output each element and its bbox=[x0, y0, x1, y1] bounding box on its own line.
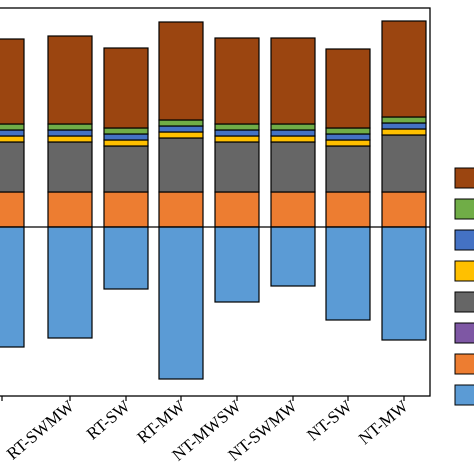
bar-segment-s_yellow-2 bbox=[103, 139, 149, 147]
bar-segment-s_lightblue-3 bbox=[158, 226, 204, 380]
bar-segment-s_yellow-4 bbox=[214, 135, 260, 143]
bar-segment-s_gray-5 bbox=[270, 141, 316, 193]
bar-segment-s_lightblue-5 bbox=[270, 226, 316, 287]
legend-swatch-s_gray bbox=[454, 291, 474, 313]
bar-segment-s_yellow-6 bbox=[325, 139, 371, 147]
bar-segment-s_green-6 bbox=[325, 127, 371, 135]
bar-segment-s_yellow-5 bbox=[270, 135, 316, 143]
bar-segment-s_green-1 bbox=[47, 123, 93, 131]
legend-swatch-s_lightblue bbox=[454, 384, 474, 406]
bar-segment-s_blue-7 bbox=[381, 122, 427, 130]
bar-segment-s_orange-3 bbox=[158, 191, 204, 228]
bar-segment-s_yellow-1 bbox=[47, 135, 93, 143]
bar-segment-s_lightblue-4 bbox=[214, 226, 260, 303]
bar-segment-s_blue-4 bbox=[214, 129, 260, 137]
bar-segment-s_lightblue-2 bbox=[103, 226, 149, 290]
bar-segment-s_gray-6 bbox=[325, 145, 371, 193]
plot-frame bbox=[0, 7, 431, 397]
bar-segment-s_orange-5 bbox=[270, 191, 316, 228]
bar-segment-s_blue-5 bbox=[270, 129, 316, 137]
bar-segment-s_gray-7 bbox=[381, 134, 427, 193]
bar-segment-s_green-3 bbox=[158, 119, 204, 127]
bar-segment-s_lightblue-0 bbox=[0, 226, 25, 348]
bar-segment-s_gray-4 bbox=[214, 141, 260, 193]
bar-segment-s_gray-1 bbox=[47, 141, 93, 193]
bar-segment-s_blue-6 bbox=[325, 133, 371, 141]
bar-segment-s_brown-3 bbox=[158, 21, 204, 121]
bar-segment-s_brown-5 bbox=[270, 37, 316, 125]
x-tick-label-6: NT-SW bbox=[303, 396, 356, 445]
bar-segment-s_orange-6 bbox=[325, 191, 371, 228]
bar-segment-s_yellow-0 bbox=[0, 135, 25, 143]
legend-swatch-s_blue bbox=[454, 229, 474, 251]
bar-segment-s_gray-0 bbox=[0, 141, 25, 193]
bars-group bbox=[0, 20, 427, 380]
bar-segment-s_brown-4 bbox=[214, 37, 260, 125]
bar-segment-s_orange-4 bbox=[214, 191, 260, 228]
bar-segment-s_brown-6 bbox=[325, 48, 371, 129]
bar-segment-s_green-4 bbox=[214, 123, 260, 131]
bar-segment-s_blue-0 bbox=[0, 129, 25, 137]
bar-segment-s_brown-2 bbox=[103, 47, 149, 129]
x-tick-label-2: RT-SW bbox=[83, 396, 134, 444]
bar-segment-s_orange-0 bbox=[0, 191, 25, 228]
bar-segment-s_green-2 bbox=[103, 127, 149, 135]
bar-segment-s_blue-1 bbox=[47, 129, 93, 137]
bar-segment-s_lightblue-6 bbox=[325, 226, 371, 321]
legend-swatch-s_purple bbox=[454, 322, 474, 344]
plot-border bbox=[0, 7, 431, 397]
bar-segment-s_yellow-3 bbox=[158, 131, 204, 139]
bar-segment-s_lightblue-7 bbox=[381, 226, 427, 341]
bar-segment-s_green-5 bbox=[270, 123, 316, 131]
x-tick-label-7: NT-MW bbox=[355, 396, 412, 448]
bar-segment-s_orange-2 bbox=[103, 191, 149, 228]
bar-segment-s_orange-1 bbox=[47, 191, 93, 228]
bar-segment-s_blue-2 bbox=[103, 133, 149, 141]
bar-segment-s_gray-2 bbox=[103, 145, 149, 193]
x-tick-label-1: RT-SWMW bbox=[3, 396, 78, 464]
bar-segment-s_yellow-7 bbox=[381, 128, 427, 136]
bar-segment-s_brown-1 bbox=[47, 35, 93, 125]
bar-segment-s_brown-0 bbox=[0, 38, 25, 125]
legend-swatch-s_brown bbox=[454, 167, 474, 189]
bar-segment-s_orange-7 bbox=[381, 191, 427, 228]
bar-segment-s_gray-3 bbox=[158, 137, 204, 193]
legend bbox=[454, 167, 474, 406]
bar-segment-s_green-0 bbox=[0, 123, 25, 131]
bar-segment-s_lightblue-1 bbox=[47, 226, 93, 339]
legend-swatch-s_yellow bbox=[454, 260, 474, 282]
bar-segment-s_blue-3 bbox=[158, 125, 204, 133]
bar-segment-s_green-7 bbox=[381, 116, 427, 124]
legend-swatch-s_orange bbox=[454, 353, 474, 375]
legend-swatch-s_green bbox=[454, 198, 474, 220]
bar-segment-s_brown-7 bbox=[381, 20, 427, 118]
